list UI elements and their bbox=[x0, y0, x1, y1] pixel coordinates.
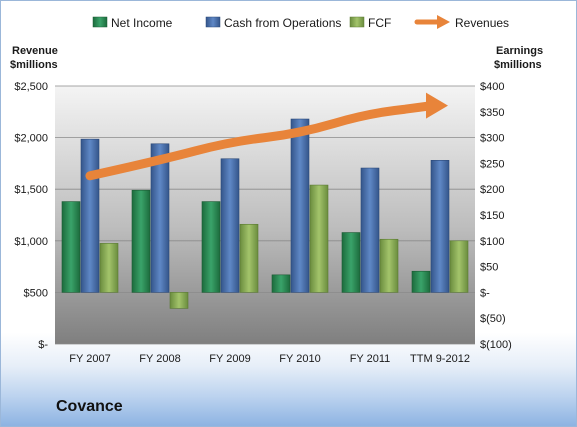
bar-fcf-fy-2007 bbox=[99, 243, 119, 293]
plot-area bbox=[55, 86, 475, 344]
revenue-line bbox=[85, 101, 437, 181]
bar-net-income-fy-2010 bbox=[271, 274, 291, 293]
bar-fcf-fy-2010 bbox=[309, 184, 329, 293]
legend-swatch-net-income bbox=[92, 16, 108, 28]
bar-fcf-fy-2008 bbox=[169, 292, 189, 309]
category-label: FY 2009 bbox=[209, 353, 250, 365]
right-axis-ticks: $(100) $(50) $- $50 $100 $150 $200 $250 $300 $350… bbox=[480, 81, 512, 351]
right-tick-label: $50 bbox=[480, 262, 498, 274]
bar-fcf-fy-2009 bbox=[239, 223, 259, 293]
bar-net-income-ttm-9-2012 bbox=[411, 270, 431, 293]
right-tick-label: $(50) bbox=[480, 313, 506, 325]
bar-cash-from-operations-fy-2007 bbox=[80, 138, 100, 293]
category-label: TTM 9-2012 bbox=[410, 353, 470, 365]
bar-net-income-fy-2011 bbox=[341, 232, 361, 293]
left-axis-title-line1: Revenue bbox=[12, 45, 58, 57]
legend-label-fcf: FCF bbox=[368, 16, 391, 30]
left-tick-label: $500 bbox=[24, 287, 48, 299]
left-tick-label: $2,500 bbox=[14, 81, 48, 93]
left-tick-label: $- bbox=[38, 339, 48, 351]
left-tick-label: $2,000 bbox=[14, 133, 48, 145]
category-label: FY 2007 bbox=[69, 353, 110, 365]
bar-net-income-fy-2009 bbox=[201, 201, 221, 293]
right-tick-label: $100 bbox=[480, 236, 504, 248]
bars bbox=[61, 118, 469, 309]
legend: Net Income Cash from Operations FCF Reve… bbox=[92, 15, 509, 30]
right-tick-label: $400 bbox=[480, 81, 504, 93]
bar-net-income-fy-2008 bbox=[131, 189, 151, 293]
right-tick-label: $350 bbox=[480, 107, 504, 119]
bar-fcf-fy-2011 bbox=[379, 238, 399, 293]
legend-label-revenues: Revenues bbox=[455, 16, 509, 30]
bar-cash-from-operations-ttm-9-2012 bbox=[430, 160, 450, 293]
category-label: FY 2010 bbox=[279, 353, 320, 365]
left-tick-label: $1,000 bbox=[14, 236, 48, 248]
bar-net-income-fy-2007 bbox=[61, 201, 81, 293]
revenue-line-group bbox=[85, 92, 448, 181]
legend-swatch-cash-from-operations bbox=[205, 16, 221, 28]
right-tick-label: $(100) bbox=[480, 339, 512, 351]
right-axis-title-line2: $millions bbox=[494, 59, 542, 71]
left-tick-label: $1,500 bbox=[14, 184, 48, 196]
bar-cash-from-operations-fy-2009 bbox=[220, 158, 240, 293]
left-axis-ticks: $- $500 $1,000 $1,500 $2,000 $2,500 bbox=[14, 81, 48, 351]
category-labels: FY 2007 FY 2008 FY 2009 FY 2010 FY 2011 TTM 9… bbox=[69, 353, 470, 365]
legend-label-cash-from-operations: Cash from Operations bbox=[224, 16, 341, 30]
right-tick-label: $150 bbox=[480, 210, 504, 222]
right-axis-title-line1: Earnings bbox=[496, 45, 543, 57]
legend-label-net-income: Net Income bbox=[111, 16, 173, 30]
bar-cash-from-operations-fy-2011 bbox=[360, 167, 380, 293]
right-tick-label: $250 bbox=[480, 158, 504, 170]
category-label: FY 2011 bbox=[350, 353, 391, 365]
right-tick-label: $300 bbox=[480, 133, 504, 145]
company-name: Covance bbox=[56, 398, 123, 415]
left-axis-title-line2: $millions bbox=[10, 59, 58, 71]
legend-swatch-fcf bbox=[349, 16, 365, 28]
bar-cash-from-operations-fy-2010 bbox=[290, 118, 310, 293]
bar-fcf-ttm-9-2012 bbox=[449, 240, 469, 293]
right-tick-label: $200 bbox=[480, 184, 504, 196]
right-tick-label: $- bbox=[480, 287, 490, 299]
legend-swatch-revenues-arrow bbox=[437, 15, 450, 29]
revenue-arrowhead bbox=[426, 92, 448, 119]
bar-cash-from-operations-fy-2008 bbox=[150, 143, 170, 293]
category-label: FY 2008 bbox=[139, 353, 180, 365]
